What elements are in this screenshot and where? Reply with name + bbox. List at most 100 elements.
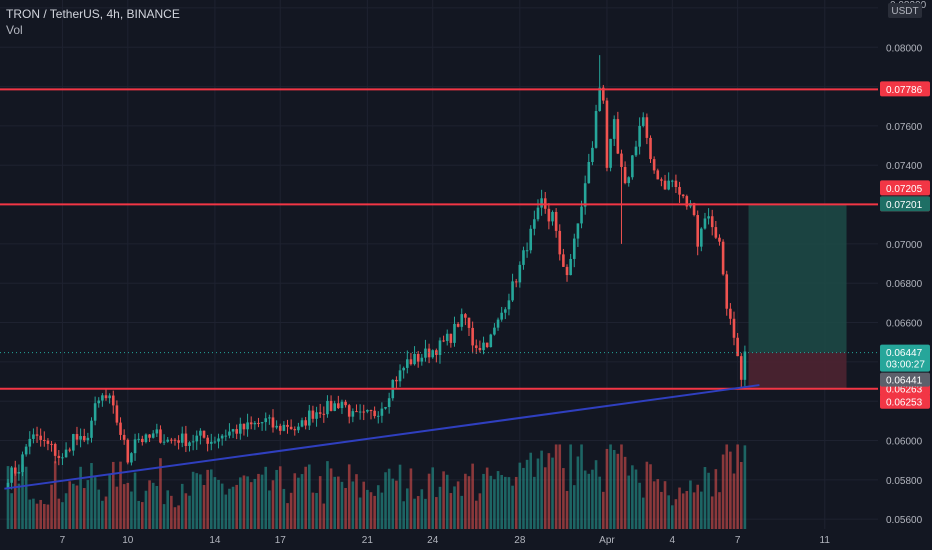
candle-body[interactable] [634,146,638,156]
candle-body[interactable] [231,429,235,432]
candle-body[interactable] [387,398,391,408]
candle-body[interactable] [188,442,191,446]
candle-body[interactable] [514,281,518,283]
candle-body[interactable] [631,155,634,178]
candle-body[interactable] [249,422,253,425]
candle-body[interactable] [206,437,209,444]
candle-body[interactable] [427,348,431,358]
candle-body[interactable] [90,420,93,438]
candle-body[interactable] [667,180,670,190]
candle-body[interactable] [398,370,402,382]
candle-body[interactable] [725,274,729,309]
candle-body[interactable] [681,194,685,197]
candle-body[interactable] [424,348,427,358]
candle-body[interactable] [743,351,747,380]
candle-body[interactable] [500,312,503,320]
candle-body[interactable] [180,433,184,443]
candle-body[interactable] [409,359,413,365]
candle-body[interactable] [652,159,656,171]
candle-body[interactable] [591,147,594,163]
candle-body[interactable] [311,410,315,419]
candle-body[interactable] [257,422,260,424]
candle-body[interactable] [402,367,405,371]
candle-body[interactable] [442,340,445,342]
stop-zone[interactable] [748,352,847,389]
candle-body[interactable] [177,440,180,443]
candle-body[interactable] [228,431,231,436]
candle-body[interactable] [35,434,39,436]
candle-body[interactable] [529,228,533,251]
candle-body[interactable] [587,162,591,184]
candle-body[interactable] [166,439,170,442]
candle-body[interactable] [533,219,536,229]
candle-body[interactable] [594,111,598,148]
candle-body[interactable] [620,153,623,167]
candle-body[interactable] [692,203,696,216]
candle-body[interactable] [68,449,72,451]
candle-body[interactable] [638,125,641,147]
candle-body[interactable] [195,435,199,442]
candle-body[interactable] [678,187,681,195]
candle-body[interactable] [64,449,68,458]
candle-body[interactable] [395,379,398,382]
candle-body[interactable] [32,434,35,439]
candle-body[interactable] [355,411,358,413]
candle-body[interactable] [235,429,238,434]
candle-body[interactable] [496,319,500,328]
candle-body[interactable] [86,437,90,441]
candle-body[interactable] [710,216,714,228]
candle-body[interactable] [482,342,485,351]
currency-badge[interactable] [888,3,922,18]
candle-body[interactable] [122,434,126,440]
candle-body[interactable] [217,438,220,442]
candle-body[interactable] [623,166,627,184]
candle-body[interactable] [406,359,409,368]
candle-body[interactable] [736,337,739,357]
candle-body[interactable] [605,100,609,168]
candle-body[interactable] [119,422,122,435]
candle-body[interactable] [264,418,268,423]
candle-body[interactable] [369,409,373,411]
candle-body[interactable] [580,206,583,224]
candle-body[interactable] [416,353,420,362]
candle-body[interactable] [449,333,453,343]
candle-body[interactable] [467,317,471,328]
candle-body[interactable] [471,327,474,346]
candle-body[interactable] [184,433,188,446]
candle-body[interactable] [445,333,449,341]
candle-body[interactable] [326,400,329,415]
candle-body[interactable] [322,413,326,415]
candle-body[interactable] [97,400,101,404]
candle-body[interactable] [554,211,558,231]
candle-body[interactable] [148,434,151,438]
candle-body[interactable] [456,323,460,327]
candle-body[interactable] [300,420,304,427]
candle-body[interactable] [453,323,456,343]
candle-body[interactable] [718,237,721,242]
candle-body[interactable] [431,350,435,358]
candle-body[interactable] [732,318,736,338]
candle-body[interactable] [700,228,703,247]
candle-body[interactable] [576,223,580,239]
candle-body[interactable] [347,405,351,417]
candle-body[interactable] [413,353,416,365]
candle-body[interactable] [253,422,257,425]
candle-body[interactable] [547,208,551,222]
candle-body[interactable] [202,430,206,438]
candle-body[interactable] [315,412,318,419]
candle-body[interactable] [729,308,732,319]
candle-body[interactable] [43,439,46,441]
candle-body[interactable] [271,417,275,428]
candle-body[interactable] [79,436,82,440]
candle-body[interactable] [674,180,678,188]
candle-body[interactable] [569,258,572,276]
candle-body[interactable] [130,453,133,463]
candle-body[interactable] [384,407,387,409]
candle-body[interactable] [307,410,311,426]
candle-body[interactable] [376,415,380,417]
candle-body[interactable] [199,430,202,436]
candle-body[interactable] [518,264,522,283]
candle-body[interactable] [318,412,322,414]
candle-body[interactable] [493,327,496,335]
